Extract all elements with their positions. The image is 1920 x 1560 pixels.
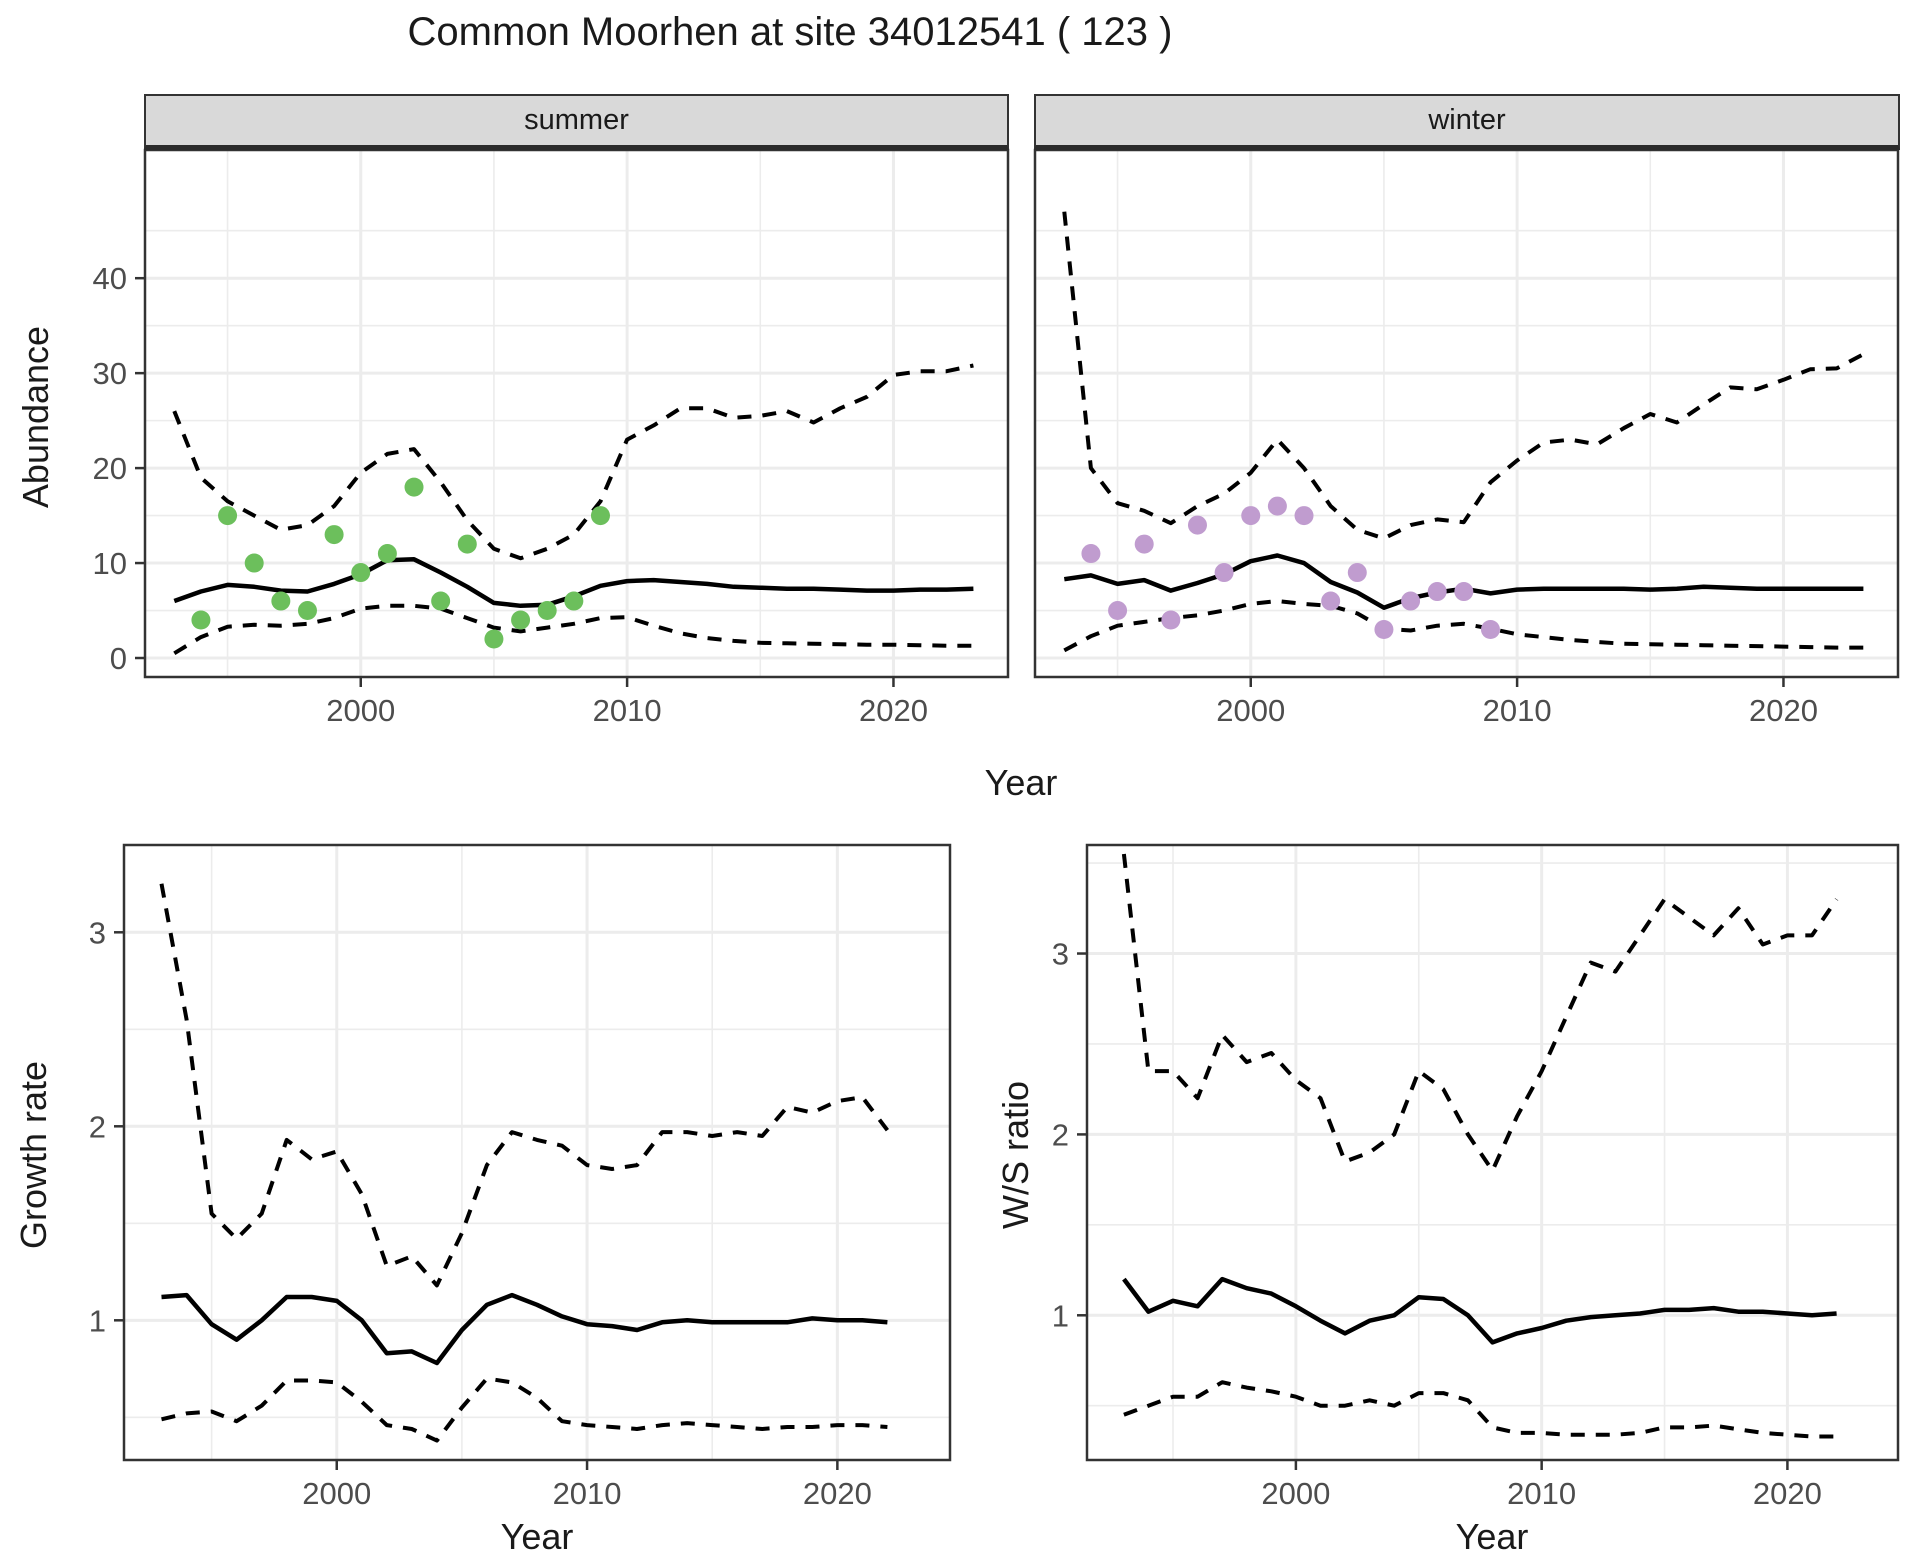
x-tick-label: 2010: [1483, 693, 1552, 728]
facet-strip-summer-label: summer: [524, 104, 629, 136]
panel-border-summer: [143, 148, 1010, 679]
summer-observation-point: [191, 610, 211, 630]
winter-observation-point: [1081, 544, 1101, 564]
winter-observation-point: [1427, 582, 1447, 602]
summer-observation-point: [431, 591, 451, 611]
growth-rate-upper-95ci-line: [159, 883, 889, 1288]
growth-rate-lower-95ci-line: [161, 1376, 888, 1443]
winter-upper-95ci-line: [1062, 211, 1865, 541]
x-tick-label: 2010: [1507, 1476, 1576, 1511]
y-tick-label: 0: [110, 641, 127, 676]
winter-observation-point: [1294, 506, 1314, 526]
x-tick-label: 2000: [1261, 1476, 1330, 1511]
ws-ratio-median-line: [1122, 1276, 1837, 1345]
y-tick-label: 1: [1052, 1298, 1069, 1333]
summer-observation-point: [404, 477, 424, 497]
winter-observation-point: [1267, 496, 1287, 516]
winter-observation-point: [1480, 620, 1500, 640]
x-tick-label: 2020: [1753, 1476, 1822, 1511]
summer-observation-point: [351, 563, 371, 583]
winter-lower-95ci-line: [1063, 599, 1864, 653]
summer-observation-point: [218, 506, 238, 526]
x-tick-label: 2020: [803, 1476, 872, 1511]
x-tick-label: 2020: [859, 693, 928, 728]
ws-ratio-lower-95ci-line: [1123, 1380, 1837, 1439]
winter-observation-point: [1321, 591, 1341, 611]
winter-observation-point: [1374, 620, 1394, 640]
winter-observation-point: [1241, 506, 1261, 526]
x-axis-title-ws-ratio: Year: [1455, 1516, 1529, 1557]
winter-observation-point: [1347, 563, 1367, 583]
winter-observation-point: [1108, 601, 1128, 621]
x-axis-title-top: Year: [984, 762, 1058, 803]
panel-border-winter: [1033, 148, 1900, 679]
facet-strip-winter: winter: [1034, 94, 1900, 150]
x-tick-label: 2000: [326, 693, 395, 728]
summer-observation-point: [297, 601, 317, 621]
facet-strip-summer: summer: [144, 94, 1009, 150]
ws-ratio-upper-95ci-line: [1121, 853, 1839, 1173]
y-tick-label: 1: [89, 1303, 106, 1338]
summer-observation-point: [511, 610, 531, 630]
panel-background-growth-rate: [124, 845, 950, 1460]
winter-observation-point: [1401, 591, 1421, 611]
summer-upper-95ci-line: [172, 363, 974, 561]
winter-observation-point: [1454, 582, 1474, 602]
panel-border-ws-ratio: [1085, 843, 1900, 1462]
chart-title: Common Moorhen at site 34012541 ( 123 ): [407, 10, 1173, 54]
summer-observation-point: [457, 534, 477, 554]
x-tick-label: 2000: [302, 1476, 371, 1511]
summer-observation-point: [324, 525, 344, 545]
winter-observation-point: [1134, 534, 1154, 554]
y-tick-label: 10: [93, 546, 127, 581]
summer-observation-point: [564, 591, 584, 611]
summer-observation-point: [590, 506, 610, 526]
panel-border-growth-rate: [122, 843, 952, 1462]
winter-observation-point: [1214, 563, 1234, 583]
panel-background-ws-ratio: [1087, 845, 1898, 1460]
y-tick-label: 40: [93, 261, 127, 296]
winter-observation-point: [1161, 610, 1181, 630]
summer-observation-point: [377, 544, 397, 564]
x-tick-label: 2020: [1749, 693, 1818, 728]
growth-rate-median-line: [161, 1292, 888, 1366]
x-tick-label: 2000: [1216, 693, 1285, 728]
summer-observation-point: [244, 553, 264, 573]
y-tick-label: 20: [93, 451, 127, 486]
summer-observation-point: [537, 601, 557, 621]
summer-lower-95ci-line: [173, 603, 974, 656]
y-axis-title-abundance: Abundance: [15, 325, 56, 509]
summer-observation-point: [484, 629, 504, 649]
x-axis-title-growth-rate: Year: [500, 1516, 574, 1557]
y-axis-title-ws-ratio: W/S ratio: [995, 1080, 1036, 1230]
y-axis-title-growth-rate: Growth rate: [13, 1060, 54, 1250]
winter-observation-point: [1187, 515, 1207, 535]
facet-strip-winter-label: winter: [1428, 104, 1506, 136]
y-tick-label: 2: [89, 1109, 106, 1144]
y-tick-label: 2: [1052, 1117, 1069, 1152]
y-tick-label: 30: [93, 356, 127, 391]
y-tick-label: 3: [1052, 937, 1069, 972]
x-tick-label: 2010: [593, 693, 662, 728]
summer-observation-point: [271, 591, 291, 611]
x-tick-label: 2010: [553, 1476, 622, 1511]
y-tick-label: 3: [89, 915, 106, 950]
